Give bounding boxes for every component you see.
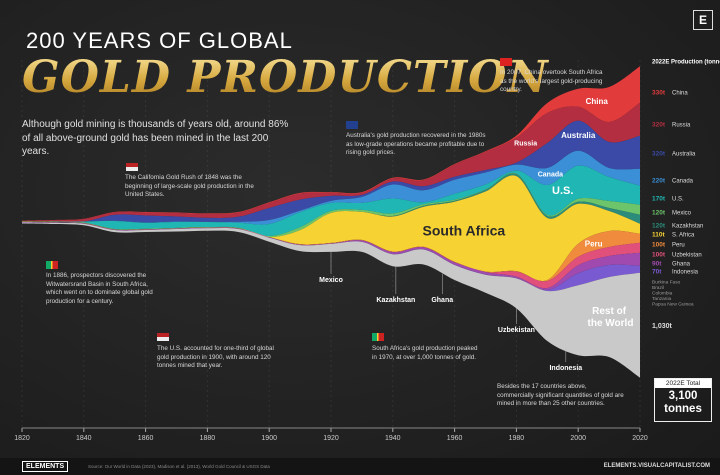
stream-area (22, 120, 640, 223)
x-tick-label: 1900 (261, 435, 277, 442)
legend-value: 90t (652, 261, 662, 268)
stream-area (22, 175, 640, 282)
annotation: Besides the 17 countries above, commerci… (497, 383, 624, 407)
x-tick-label: 1820 (14, 435, 30, 442)
total-box: 2022E Total 3,100 tonnes (654, 378, 712, 422)
annotation: South Africa's gold production peaked in… (372, 345, 478, 361)
stream-area (22, 102, 640, 223)
legend-value: 70t (652, 269, 662, 276)
annotation: Australia's gold production recovered in… (346, 132, 486, 156)
legend-value: 170t (652, 196, 666, 203)
x-tick-label: 1980 (509, 435, 525, 442)
annotation: In 1886, prospectors discovered the Witw… (46, 272, 153, 305)
legend-name: Canada (672, 179, 694, 185)
title-line1: 200 YEARS OF GLOBAL (26, 28, 293, 53)
legend-other: Colombia (652, 290, 673, 296)
flag-icon (372, 333, 384, 341)
legend-title: 2022E Production (tonnes) (652, 60, 720, 66)
series-label: Mexico (319, 277, 343, 284)
series-label: U.S. (552, 185, 573, 197)
flag-icon (346, 121, 358, 129)
footer-brand: ELEMENTS (22, 461, 69, 472)
footer-url: ELEMENTS.VISUALCAPITALIST.COM (603, 463, 710, 469)
legend-name: China (672, 91, 688, 97)
logo: E (693, 10, 713, 30)
legend-name: Uzbekistan (672, 253, 702, 259)
legend-value: 320t (652, 122, 666, 129)
legend-name: Indonesia (672, 270, 699, 276)
legend-name: Peru (672, 243, 685, 249)
series-label: Uzbekistan (498, 327, 535, 334)
legend-value: 1,030t (652, 323, 673, 330)
legend-name: S. Africa (672, 233, 695, 239)
stream-area (22, 165, 640, 237)
legend-value: 220t (652, 178, 666, 185)
legend-value: 330t (652, 90, 666, 97)
series-label: Australia (561, 131, 596, 140)
flag-icon (500, 58, 512, 66)
legend-other: Brazil (652, 285, 664, 291)
series-label: Kazakhstan (376, 297, 415, 304)
annotation: The U.S. accounted for one-third of glob… (157, 345, 274, 369)
series-label: China (586, 97, 609, 106)
x-tick-label: 2020 (632, 435, 648, 442)
legend-other: Tanzania (652, 296, 672, 302)
series-label: Indonesia (549, 365, 582, 372)
flag-icon (46, 261, 58, 269)
x-tick-label: 1880 (200, 435, 216, 442)
legend-name: Russia (672, 123, 691, 129)
series-label: Rest of the World (585, 306, 634, 329)
total-label: 2022E Total (655, 379, 711, 388)
series-label: Russia (514, 140, 537, 147)
legend-name: Australia (672, 152, 696, 158)
legend-name: Kazakhstan (672, 224, 703, 230)
annotation: The California Gold Rush of 1848 was the… (125, 174, 254, 198)
stream-area (22, 150, 640, 225)
legend-name: U.S. (672, 197, 684, 203)
legend-value: 100t (652, 252, 666, 259)
x-tick-label: 1940 (385, 435, 401, 442)
annotation: In 2007, China overtook South Africa as … (500, 69, 603, 93)
total-value: 3,100 tonnes (664, 390, 702, 415)
flag-icon (157, 333, 169, 341)
title-line2: GOLD PRODUCTION (22, 52, 549, 103)
series-label: Canada (538, 172, 563, 179)
legend-value: 120t (652, 210, 666, 217)
legend-name: Mexico (672, 211, 692, 217)
footer-bar (0, 458, 720, 475)
legend-value: 110t (652, 232, 665, 239)
stream-area (22, 222, 640, 291)
legend-value: 320t (652, 151, 666, 158)
series-label: South Africa (423, 222, 506, 238)
x-tick-label: 1860 (138, 435, 154, 442)
legend-other: Burkina Faso (652, 279, 681, 285)
legend-name: Ghana (672, 262, 691, 268)
series-label: Peru (585, 240, 603, 249)
stream-area (22, 222, 640, 378)
flag-icon (126, 163, 138, 171)
legend-value: 100t (652, 242, 666, 249)
x-tick-label: 2000 (570, 435, 586, 442)
stream-area (22, 222, 640, 292)
x-tick-label: 1960 (447, 435, 463, 442)
x-tick-label: 1840 (76, 435, 92, 442)
legend-other: Papua New Guinea (652, 301, 694, 307)
series-label: Ghana (431, 297, 453, 304)
legend-value: 120t (652, 223, 666, 230)
footer-source: Source: Our World in Data (2023), Madiso… (88, 464, 270, 469)
x-tick-label: 1920 (323, 435, 339, 442)
intro-text: Although gold mining is thousands of yea… (22, 119, 289, 157)
